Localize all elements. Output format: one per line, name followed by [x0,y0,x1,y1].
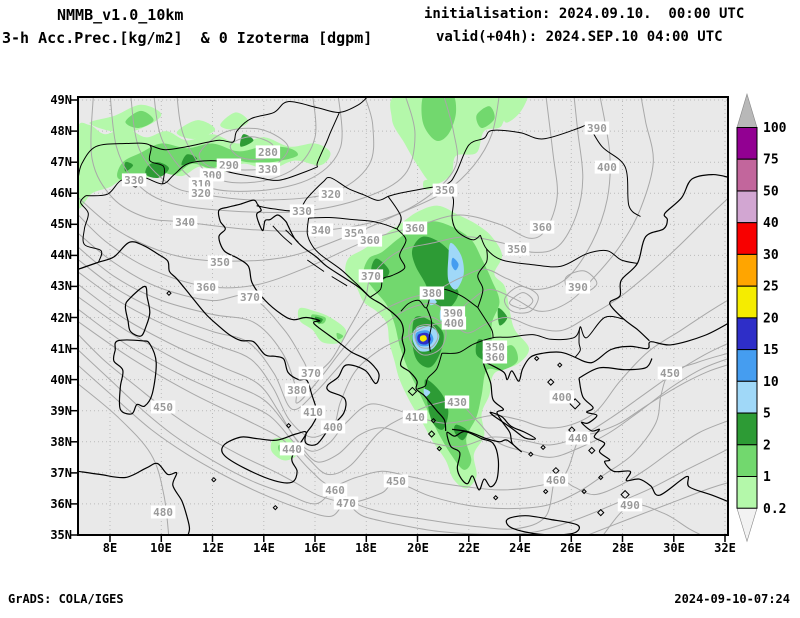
svg-text:360: 360 [485,351,505,364]
grads-credit: GrADS: COLA/IGES [8,592,124,606]
svg-text:360: 360 [405,222,425,235]
lon-tick-label: 8E [102,541,118,555]
svg-text:440: 440 [282,443,302,456]
svg-text:350: 350 [435,184,455,197]
svg-text:390: 390 [587,122,607,135]
lat-tick-label: 44N [50,248,72,262]
svg-text:370: 370 [301,367,321,380]
svg-text:0.2: 0.2 [763,502,786,517]
svg-text:450: 450 [660,367,680,380]
model-title: NMMB_v1.0_10km [57,6,184,24]
lat-tick-label: 39N [50,404,72,418]
svg-text:410: 410 [303,406,323,419]
lon-tick-label: 18E [355,541,377,555]
svg-text:470: 470 [336,497,356,510]
svg-text:400: 400 [444,317,464,330]
svg-text:410: 410 [405,411,425,424]
valid-time: valid(+04h): 2024.SEP.10 04:00 UTC [436,29,723,45]
svg-text:340: 340 [311,224,331,237]
svg-text:450: 450 [386,475,406,488]
svg-text:460: 460 [546,474,566,487]
svg-text:400: 400 [323,421,343,434]
svg-text:380: 380 [287,384,307,397]
svg-text:400: 400 [597,161,617,174]
lon-tick-label: 20E [407,541,429,555]
svg-text:490: 490 [620,499,640,512]
svg-text:480: 480 [153,506,173,519]
lat-tick-label: 37N [50,466,72,480]
svg-text:330: 330 [258,163,278,176]
lat-tick-label: 40N [50,373,72,387]
lat-tick-label: 46N [50,186,72,200]
svg-text:320: 320 [191,187,211,200]
lon-tick-label: 14E [253,541,275,555]
svg-text:370: 370 [240,291,260,304]
creation-timestamp: 2024-09-10-07:24 [674,592,790,606]
svg-text:460: 460 [325,484,345,497]
lon-tick-label: 16E [304,541,326,555]
svg-text:50: 50 [763,185,779,200]
lon-tick-label: 28E [612,541,634,555]
lat-tick-label: 49N [50,93,72,107]
svg-text:330: 330 [292,205,312,218]
svg-text:20: 20 [763,311,779,326]
lat-tick-label: 45N [50,217,72,231]
svg-text:2: 2 [763,438,771,453]
svg-text:350: 350 [210,256,230,269]
svg-text:400: 400 [552,391,572,404]
lon-tick-label: 22E [458,541,480,555]
svg-text:15: 15 [763,343,779,358]
svg-text:430: 430 [447,396,467,409]
svg-text:100: 100 [763,121,787,136]
lon-tick-label: 26E [560,541,582,555]
lat-tick-label: 38N [50,435,72,449]
svg-text:1: 1 [763,470,771,485]
lat-tick-label: 47N [50,155,72,169]
svg-text:360: 360 [532,221,552,234]
svg-text:350: 350 [507,243,527,256]
svg-text:370: 370 [361,270,381,283]
svg-text:360: 360 [196,281,216,294]
svg-text:320: 320 [321,188,341,201]
lon-tick-label: 30E [663,541,685,555]
lat-tick-label: 41N [50,342,72,356]
svg-text:330: 330 [124,174,144,187]
lat-tick-label: 35N [50,528,72,542]
svg-text:25: 25 [763,280,779,295]
svg-text:5: 5 [763,407,771,422]
svg-text:450: 450 [153,401,173,414]
variable-subtitle: 3-h Acc.Prec.[kg/m2] & 0 Izoterma [dgpm] [2,29,373,47]
lat-tick-label: 42N [50,311,72,325]
svg-text:340: 340 [175,216,195,229]
svg-text:390: 390 [443,307,463,320]
svg-text:40: 40 [763,216,779,231]
lat-tick-label: 36N [50,497,72,511]
lat-tick-label: 48N [50,124,72,138]
svg-text:10: 10 [763,375,779,390]
svg-text:30: 30 [763,248,779,263]
lon-tick-label: 12E [202,541,224,555]
svg-text:440: 440 [568,432,588,445]
lat-tick-label: 43N [50,279,72,293]
precipitation-colorbar: 100 75 50 40 30 25 20 15 10 5 2 1 0.2 [736,92,787,543]
svg-text:390: 390 [568,281,588,294]
svg-text:280: 280 [258,146,278,159]
lon-tick-label: 24E [509,541,531,555]
initialisation-time: initialisation: 2024.09.10. 00:00 UTC [424,6,745,22]
lon-tick-label: 32E [714,541,736,555]
svg-text:360: 360 [360,234,380,247]
lon-tick-label: 10E [150,541,172,555]
svg-text:380: 380 [422,287,442,300]
svg-text:75: 75 [763,153,779,168]
